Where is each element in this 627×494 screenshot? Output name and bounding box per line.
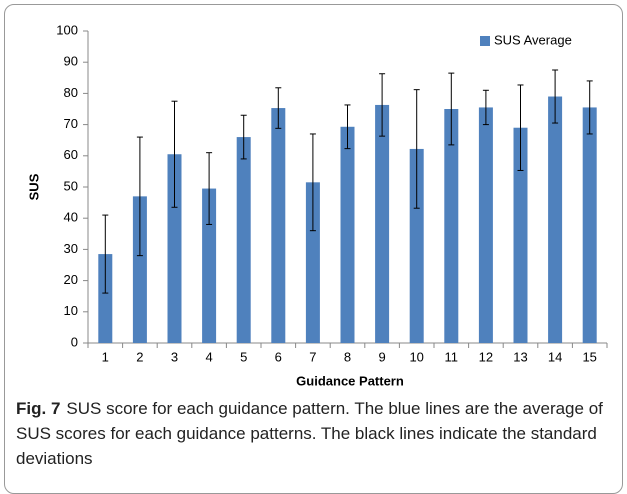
x-tick-label: 2 <box>136 349 143 364</box>
bar <box>202 188 217 343</box>
x-tick-label: 7 <box>309 349 316 364</box>
caption-text: SUS score for each guidance pattern. The… <box>16 399 603 468</box>
x-tick-label: 9 <box>378 349 385 364</box>
x-tick-label: 4 <box>205 349 212 364</box>
x-axis-label: Guidance Pattern <box>296 373 404 388</box>
bar <box>478 107 493 343</box>
legend-swatch <box>480 36 490 46</box>
bar <box>582 107 597 343</box>
bar <box>98 254 113 343</box>
bar <box>271 108 286 344</box>
x-tick-label: 15 <box>582 349 596 364</box>
y-tick-label: 30 <box>64 241 78 256</box>
chart: SUS Guidance Pattern 0 10 20 30 40 50 60 70 80 90… <box>26 22 608 388</box>
x-tick-label: 10 <box>409 349 423 364</box>
bar <box>375 104 390 343</box>
y-tick-label: 20 <box>64 272 78 287</box>
caption: Fig. 7 SUS score for each guidance patter… <box>16 396 616 471</box>
x-tick-label: 3 <box>171 349 178 364</box>
y-tick-label: 10 <box>64 303 78 318</box>
y-tick-label: 60 <box>64 147 78 162</box>
y-tick-label: 90 <box>64 54 78 69</box>
x-tick-label: 8 <box>344 349 351 364</box>
bar <box>236 137 251 343</box>
bar <box>409 148 424 343</box>
bar <box>340 126 355 343</box>
caption-label: Fig. 7 <box>16 399 61 418</box>
legend-label: SUS Average <box>494 32 572 47</box>
y-axis-label: SUS <box>26 173 41 200</box>
y-tick-label: 40 <box>64 210 78 225</box>
y-tick-label: 0 <box>71 334 78 349</box>
x-tick-label: 1 <box>102 349 109 364</box>
x-tick-label: 5 <box>240 349 247 364</box>
bar <box>548 96 563 344</box>
y-tick-label: 100 <box>56 22 78 37</box>
x-tick-label: 14 <box>548 349 562 364</box>
x-tick-label: 11 <box>445 349 459 364</box>
y-tick-label: 80 <box>64 85 78 100</box>
bar <box>444 109 459 343</box>
x-tick-label: 6 <box>275 349 282 364</box>
bar <box>132 196 147 343</box>
y-tick-label: 70 <box>64 116 78 131</box>
y-tick-label: 50 <box>64 178 78 193</box>
bar <box>513 127 528 343</box>
x-tick-label: 12 <box>479 349 493 364</box>
x-tick-label: 13 <box>513 349 527 364</box>
bar <box>305 182 320 343</box>
bar <box>167 154 182 343</box>
